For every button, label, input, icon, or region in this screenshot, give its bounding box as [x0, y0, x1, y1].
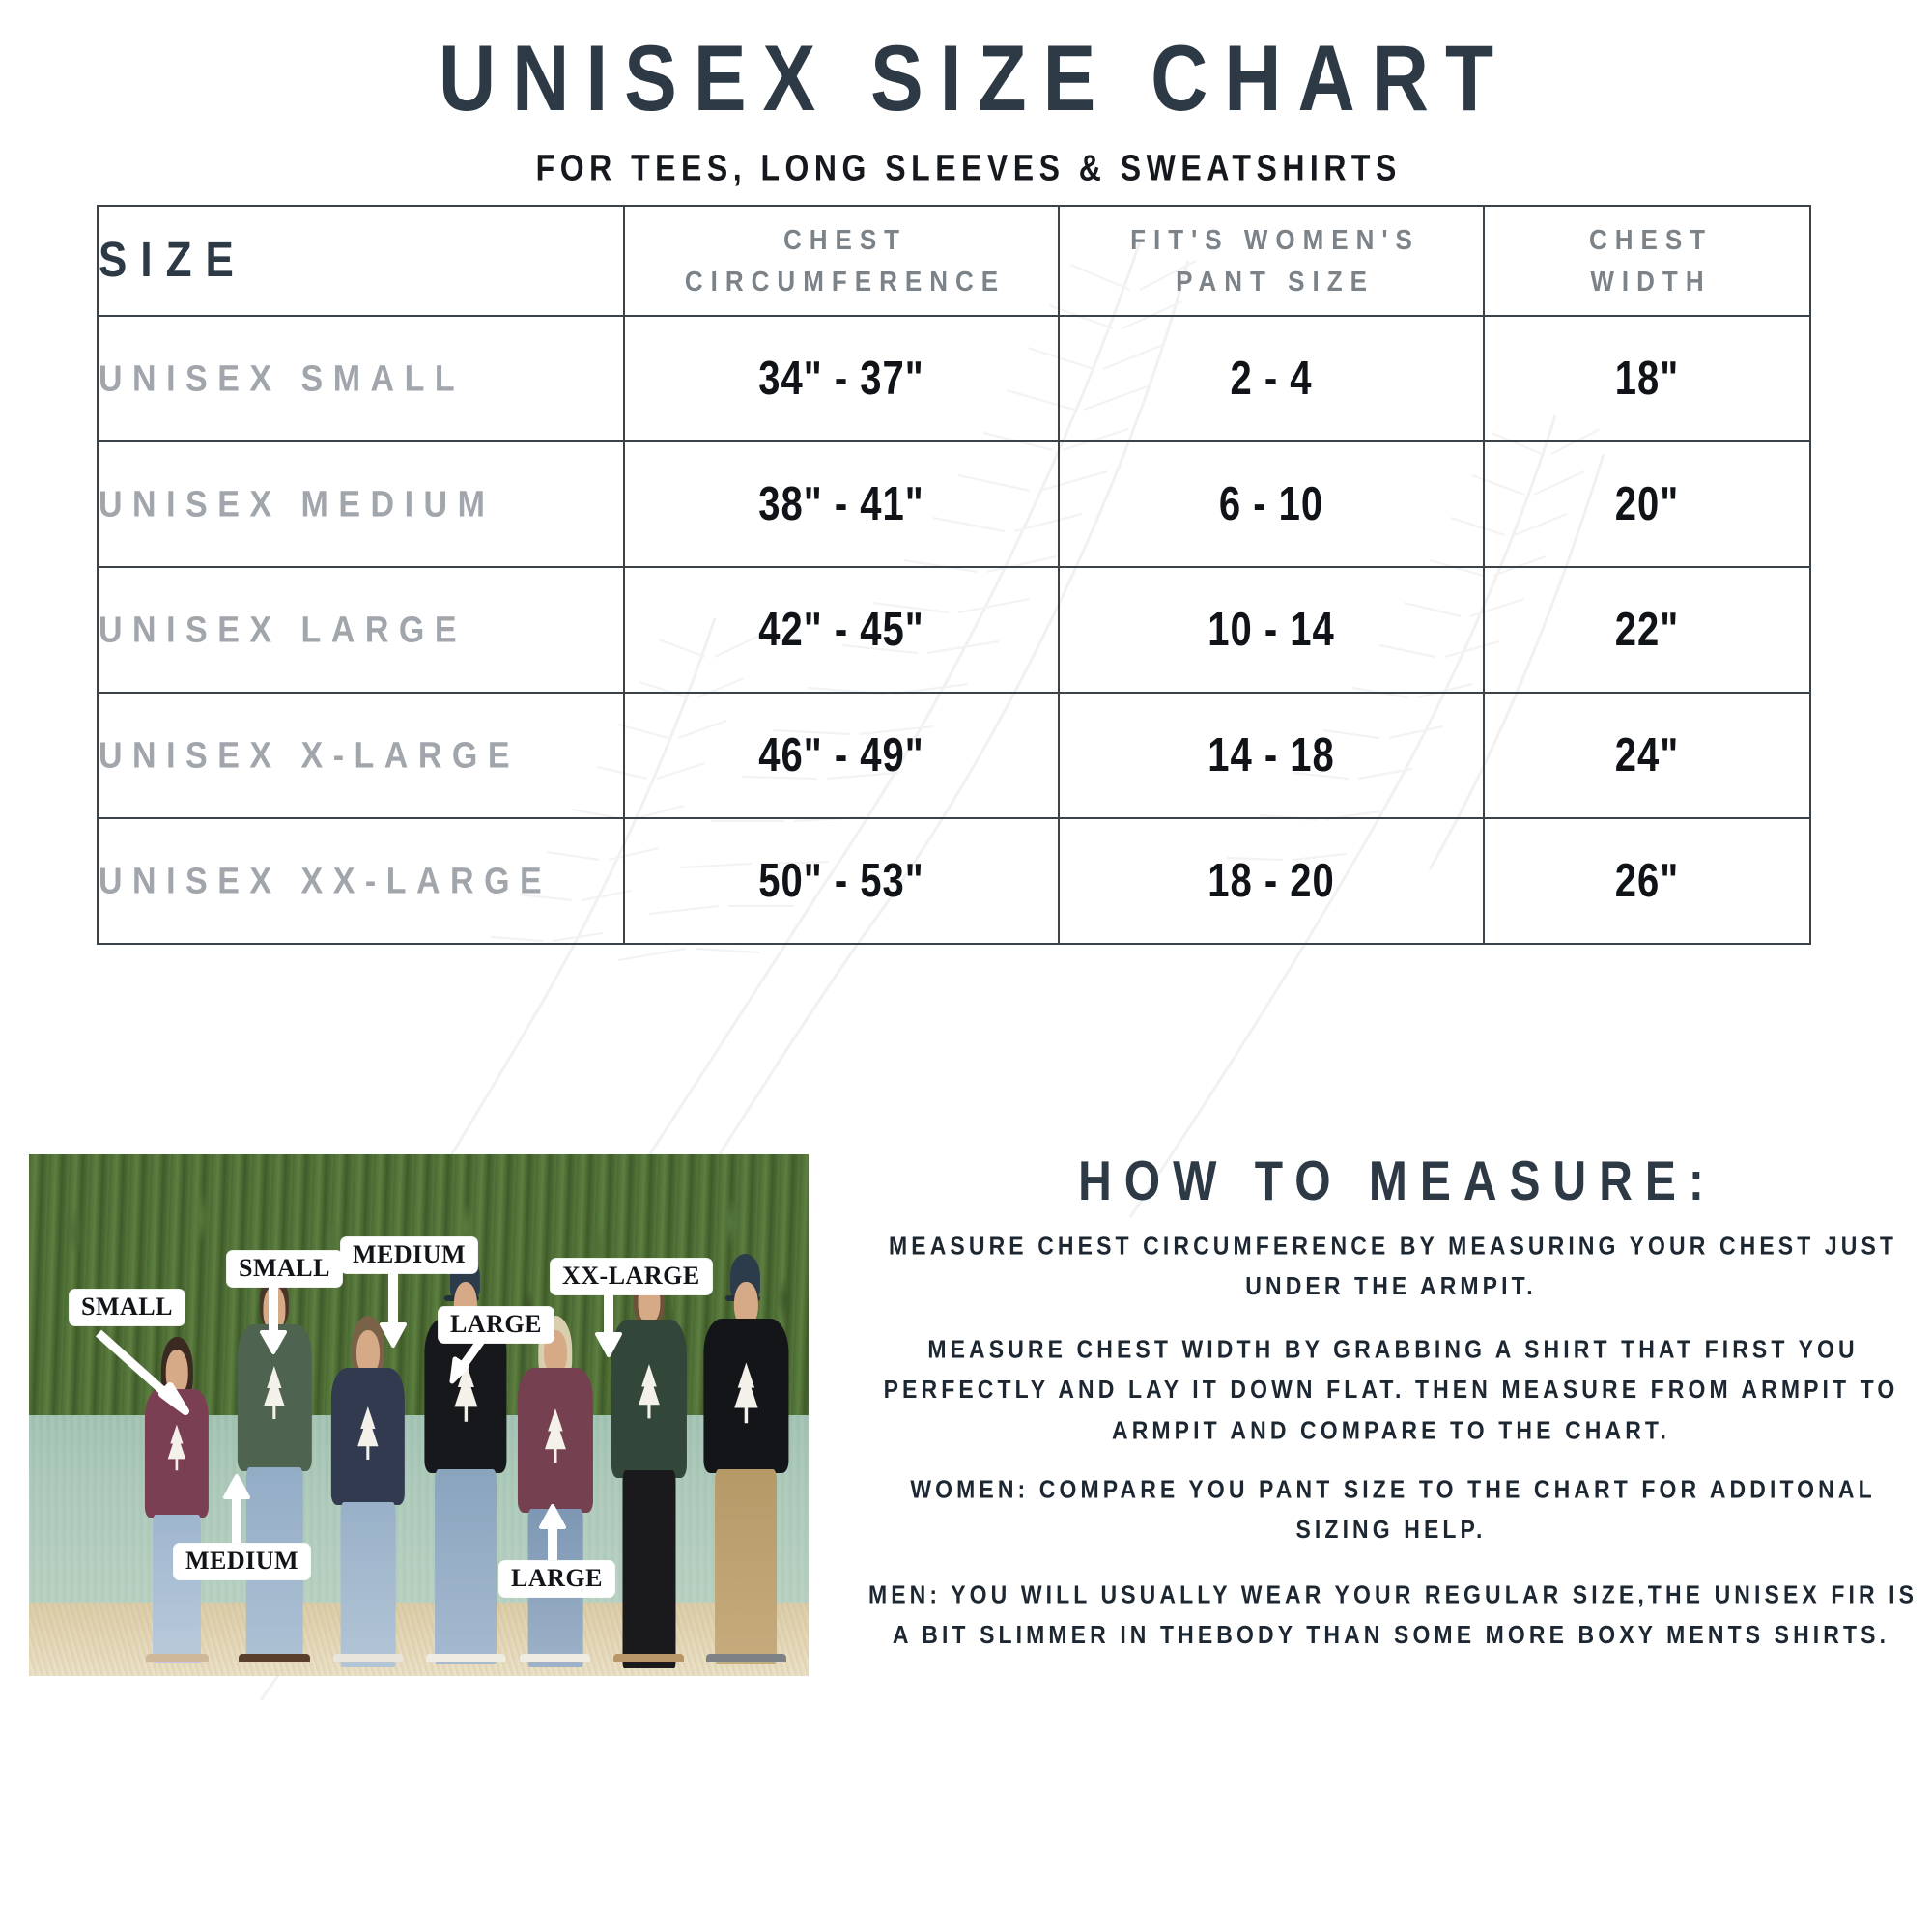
- cell-womens-pant-size: 18 - 20: [1058, 803, 1485, 959]
- shirt: [145, 1388, 210, 1519]
- callout-medium-top: MEDIUM: [341, 1237, 478, 1274]
- row-label-size: UNISEX MEDIUM: [97, 433, 625, 576]
- page-title: UNISEX SIZE CHART: [438, 27, 1511, 131]
- table-row: UNISEX MEDIUM 38" - 41" 6 - 10 20": [97, 426, 1811, 582]
- callout-xxlarge: XX-LARGE: [551, 1259, 712, 1295]
- table-header-row: SIZE CHEST CIRCUMFERENCE FIT'S WOMEN'S P…: [97, 196, 1811, 326]
- callout-small-2: SMALL: [227, 1251, 342, 1288]
- callout-large-top: LARGE: [439, 1307, 554, 1344]
- shoe: [146, 1653, 183, 1662]
- table-row: UNISEX XX-LARGE 50" - 53" 18 - 20 26": [97, 803, 1811, 959]
- group-photo: SMALL SMALL MEDIUM LARGE XX-LARGE MEDIUM…: [29, 1154, 809, 1676]
- how-to-paragraph-1: MEASURE CHEST CIRCUMFERENCE BY MEASURING…: [889, 1232, 1898, 1300]
- callout-large-bottom: LARGE: [499, 1561, 614, 1598]
- size-chart-table: SIZE CHEST CIRCUMFERENCE FIT'S WOMEN'S P…: [97, 196, 1811, 959]
- shoe: [238, 1653, 278, 1662]
- column-header-line1: CHEST: [782, 223, 908, 256]
- how-to-paragraph-2: MEASURE CHEST WIDTH BY GRABBING A SHIRT …: [883, 1334, 1899, 1443]
- table-row: UNISEX LARGE 42" - 45" 10 - 14 22": [97, 552, 1811, 708]
- row-label-size: UNISEX SMALL: [97, 307, 625, 450]
- page-subtitle: FOR TEES, LONG SLEEVES & SWEATSHIRTS: [535, 146, 1402, 188]
- how-to-paragraph-3: WOMEN: COMPARE YOU PANT SIZE TO THE CHAR…: [910, 1475, 1876, 1545]
- column-header-size: SIZE: [97, 196, 625, 326]
- how-to-paragraph-4: MEN: YOU WILL USUALLY WEAR YOUR REGULAR …: [867, 1579, 1918, 1649]
- pine-tree-graphic: [168, 1425, 186, 1471]
- cell-chest-width: 26": [1483, 803, 1811, 959]
- callout-medium-bottom: MEDIUM: [174, 1544, 311, 1580]
- cell-chest-circumference: 50" - 53": [623, 803, 1060, 959]
- how-to-measure-section: HOW TO MEASURE: MEASURE CHEST CIRCUMFERE…: [860, 1154, 1922, 1651]
- row-label-size: UNISEX XX-LARGE: [97, 810, 625, 952]
- callout-small-1: SMALL: [70, 1290, 185, 1326]
- column-header-line2: WIDTH: [1590, 265, 1712, 298]
- jeans: [153, 1515, 202, 1664]
- column-header-line2: PANT SIZE: [1176, 265, 1375, 298]
- person-1: [138, 1337, 216, 1664]
- callout-arrows: [95, 1270, 622, 1560]
- column-header-line1: FIT'S WOMEN'S: [1130, 223, 1420, 256]
- column-header-line2: CIRCUMFERENCE: [684, 265, 1007, 298]
- shoe: [172, 1653, 209, 1662]
- page-header: UNISEX SIZE CHART FOR TEES, LONG SLEEVES…: [0, 32, 1932, 185]
- row-label-size: UNISEX LARGE: [97, 558, 625, 701]
- how-to-measure-title: HOW TO MEASURE:: [1078, 1151, 1717, 1213]
- column-header-line1: CHEST: [1588, 223, 1714, 256]
- row-label-size: UNISEX X-LARGE: [97, 684, 625, 827]
- table-row: UNISEX X-LARGE 46" - 49" 14 - 18 24": [97, 677, 1811, 834]
- table-row: UNISEX SMALL 34" - 37" 2 - 4 18": [97, 300, 1811, 457]
